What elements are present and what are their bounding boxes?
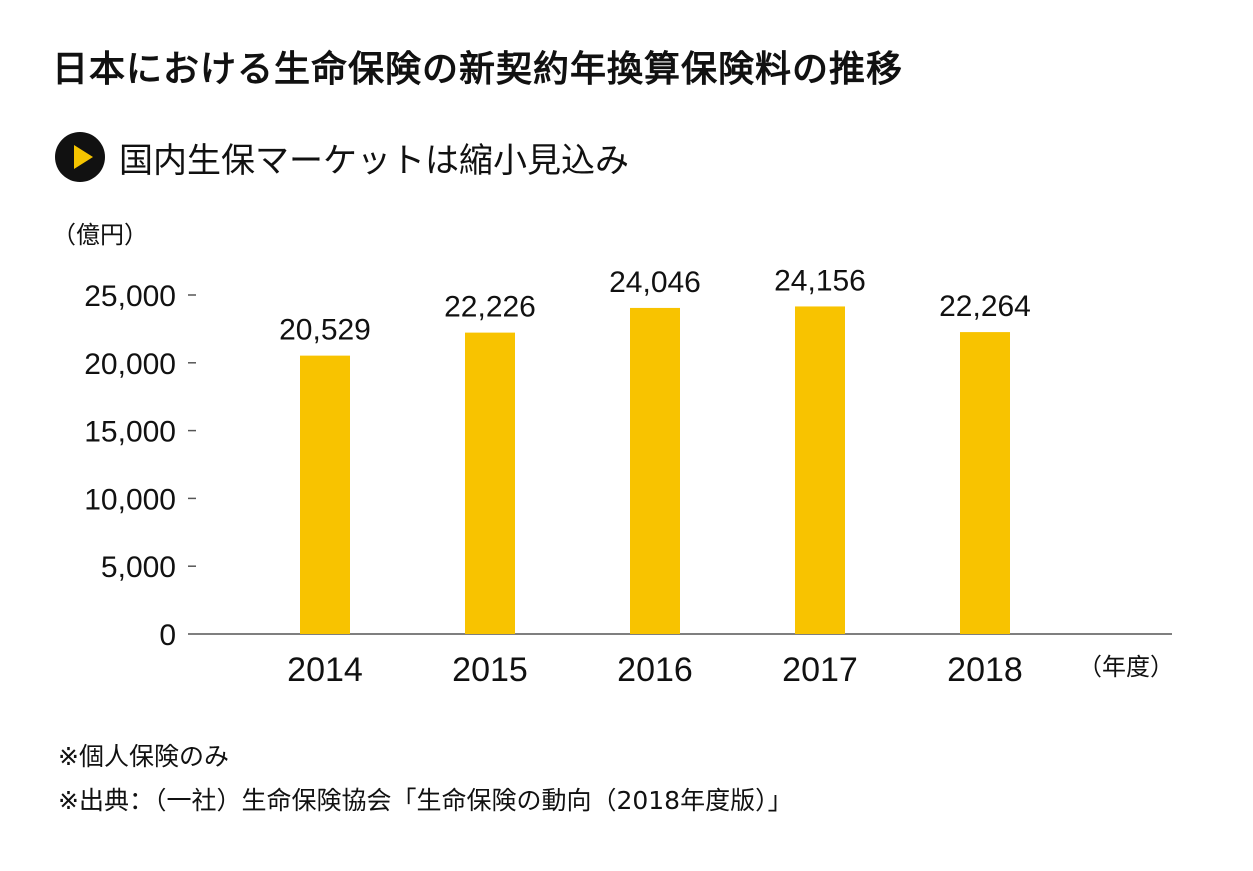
x-tick-label-2014: 2014 bbox=[287, 651, 363, 689]
data-label-2016: 24,046 bbox=[609, 266, 701, 299]
bar-2017 bbox=[795, 306, 845, 634]
footnote-scope: ※個人保険のみ bbox=[58, 742, 229, 771]
footnotes: ※個人保険のみ ※出典：（一社）生命保険協会「生命保険の動向（2018年度版）」 bbox=[58, 735, 793, 823]
subtitle-row: 国内生保マーケットは縮小見込み bbox=[55, 132, 629, 182]
chart-subtitle: 国内生保マーケットは縮小見込み bbox=[119, 140, 629, 181]
x-tick-label-2017: 2017 bbox=[782, 651, 858, 689]
y-tick-label: 0 bbox=[159, 619, 176, 652]
play-triangle-icon bbox=[55, 132, 105, 182]
y-tick-label: 5,000 bbox=[101, 551, 176, 584]
bar-2018 bbox=[960, 332, 1010, 634]
bar-2016 bbox=[630, 307, 680, 634]
x-tick-label-2015: 2015 bbox=[452, 651, 528, 689]
y-tick-label: 20,000 bbox=[84, 348, 176, 381]
bar-chart: （億円） 0 5,000 10,000 15,000 20,000 25,000 20,529… bbox=[52, 222, 1174, 689]
y-tick-label: 10,000 bbox=[84, 483, 176, 516]
data-label-2018: 22,264 bbox=[939, 290, 1031, 323]
y-tick-label: 15,000 bbox=[84, 416, 176, 449]
x-axis-unit: （年度） bbox=[1078, 654, 1174, 681]
footnote-source: ※出典：（一社）生命保険協会「生命保険の動向（2018年度版）」 bbox=[58, 786, 793, 815]
x-tick-label-2018: 2018 bbox=[947, 651, 1023, 689]
chart-title: 日本における生命保険の新契約年換算保険料の推移 bbox=[52, 49, 904, 90]
x-tick-label-2016: 2016 bbox=[617, 651, 693, 689]
y-tick-label: 25,000 bbox=[84, 280, 176, 313]
data-label-2017: 24,156 bbox=[774, 264, 866, 297]
bar-2014 bbox=[300, 355, 350, 634]
bar-2015 bbox=[465, 332, 515, 634]
y-axis-unit: （億円） bbox=[52, 222, 148, 249]
data-label-2014: 20,529 bbox=[279, 314, 371, 347]
data-label-2015: 22,226 bbox=[444, 291, 536, 324]
